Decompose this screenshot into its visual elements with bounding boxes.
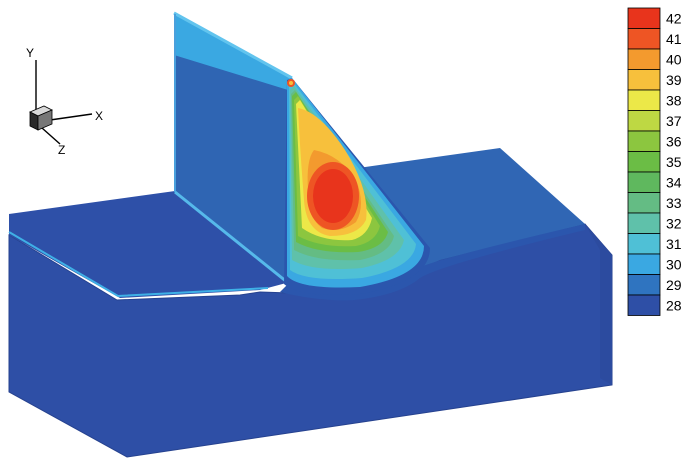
tip-hotspot-inner: [289, 81, 293, 85]
wall-base-edge: [174, 190, 288, 284]
base-top-step-line: [8, 231, 269, 298]
color-legend: 42 41 40 39 38 37 36 35 34 33 32 31 30 29 28: [627, 7, 682, 316]
legend-swatch-40: [627, 48, 661, 70]
legend-label-29: 29: [666, 277, 682, 293]
base-right-face: [585, 224, 612, 385]
legend-label-39: 39: [666, 72, 682, 88]
legend-swatch-38: [627, 89, 661, 111]
legend-swatch-29: [627, 274, 661, 296]
legend-label-34: 34: [666, 174, 682, 190]
x-axis-label: X: [95, 109, 103, 123]
base-top-left: [9, 191, 290, 298]
legend-label-40: 40: [666, 51, 682, 67]
model-3d: [8, 11, 613, 458]
legend-swatch-42: [627, 7, 661, 29]
legend-label-36: 36: [666, 133, 682, 149]
legend-label-32: 32: [666, 215, 682, 231]
legend-swatch-41: [627, 28, 661, 50]
legend-label-38: 38: [666, 92, 682, 108]
legend-swatch-39: [627, 69, 661, 91]
legend-swatch-31: [627, 233, 661, 255]
legend-swatch-34: [627, 171, 661, 193]
contour-42: [313, 169, 353, 223]
legend-label-28: 28: [666, 297, 682, 313]
z-axis-label: Z: [58, 143, 65, 157]
legend-swatch-30: [627, 253, 661, 275]
legend-label-42: 42: [666, 10, 682, 26]
legend-label-30: 30: [666, 256, 682, 272]
x-axis-line: [49, 113, 93, 121]
legend-label-33: 33: [666, 195, 682, 211]
legend-label-37: 37: [666, 113, 682, 129]
y-axis-label: Y: [26, 46, 34, 60]
legend-swatch-37: [627, 110, 661, 132]
legend-label-35: 35: [666, 154, 682, 170]
axis-triad-cube: [29, 105, 53, 131]
legend-swatch-28: [627, 294, 661, 316]
wall-end-face-contours: [284, 78, 430, 295]
base-top-transition: [280, 224, 585, 301]
z-axis-line: [41, 127, 61, 145]
wall-top-edge: [173, 11, 293, 80]
wall-top-band: [174, 13, 292, 90]
legend-label-31: 31: [666, 236, 682, 252]
legend-swatch-35: [627, 151, 661, 173]
legend-label-41: 41: [666, 31, 682, 47]
axis-triad: Y X Z: [26, 46, 103, 157]
legend-swatch-33: [627, 192, 661, 214]
legend-swatch-36: [627, 130, 661, 152]
legend-swatch-32: [627, 212, 661, 234]
